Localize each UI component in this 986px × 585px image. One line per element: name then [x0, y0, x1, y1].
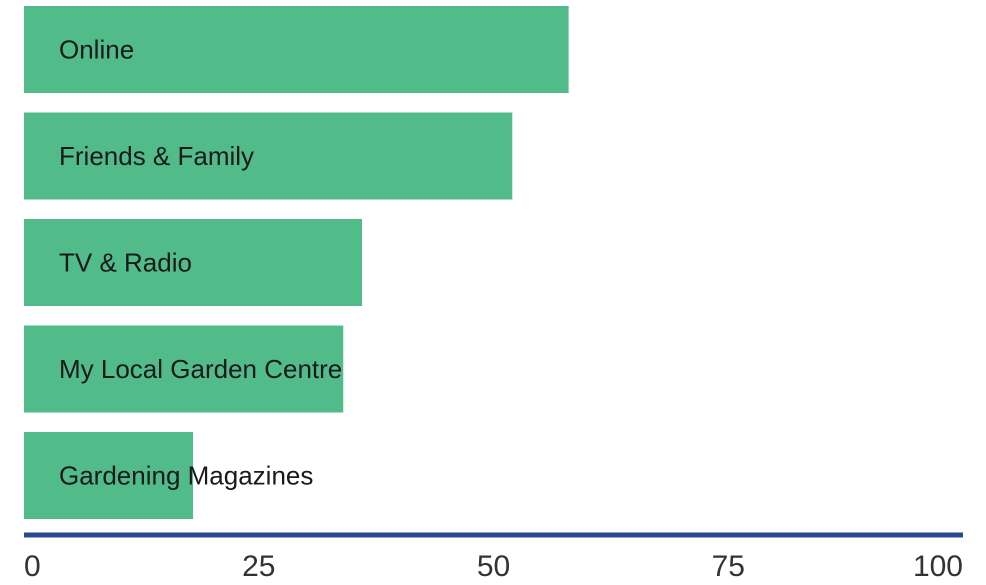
category-label: My Local Garden Centre [59, 354, 342, 384]
category-label: TV & Radio [59, 247, 192, 277]
bar [24, 432, 194, 519]
x-tick-label: 50 [477, 550, 510, 583]
x-tick-label: 0 [24, 550, 41, 583]
bar [24, 325, 344, 413]
x-tick-label: 25 [242, 550, 275, 583]
x-tick-label: 100 [913, 550, 963, 583]
category-label: Gardening Magazines [59, 460, 313, 490]
bar [24, 112, 513, 200]
x-tick-label: 75 [712, 550, 745, 583]
category-label: Online [59, 34, 134, 64]
bar [24, 6, 569, 93]
category-label: Friends & Family [59, 141, 254, 171]
bar [24, 219, 363, 306]
